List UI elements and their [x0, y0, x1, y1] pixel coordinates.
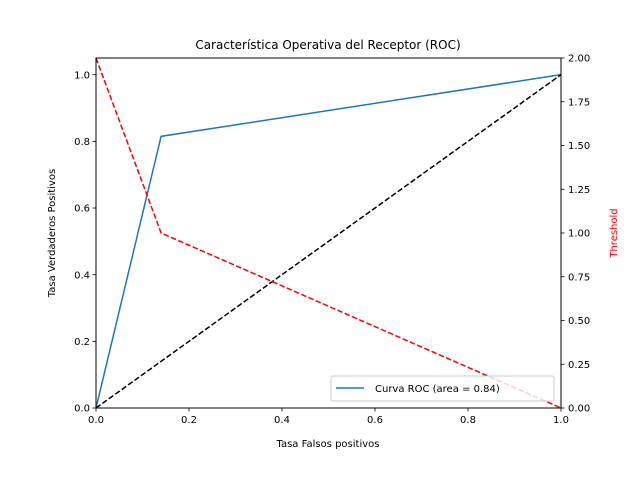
x-tick-label: 0.8 — [460, 415, 476, 426]
y-tick-label: 0.0 — [74, 404, 90, 415]
y-tick-label: 0.6 — [74, 204, 90, 215]
y-tick-label: 0.8 — [74, 137, 90, 148]
x-tick-label: 0.6 — [367, 415, 383, 426]
y2-tick-label: 0.25 — [568, 360, 590, 371]
y2-axis-ticks: 0.00 0.25 0.50 0.75 1.00 1.25 1.50 1.75 2.00 — [561, 54, 590, 415]
y2-tick-label: 2.00 — [568, 54, 590, 65]
y2-tick-label: 0.75 — [568, 272, 590, 283]
x-axis-title: Tasa Falsos positivos — [276, 439, 380, 450]
chart-title: Característica Operativa del Receptor (R… — [195, 38, 460, 52]
x-tick-label: 0.2 — [181, 415, 197, 426]
y-tick-label: 0.2 — [74, 337, 90, 348]
y2-tick-label: 0.00 — [568, 404, 590, 415]
y-tick-label: 0.4 — [74, 270, 90, 281]
y2-tick-label: 1.00 — [568, 229, 590, 240]
y2-tick-label: 1.75 — [568, 97, 590, 108]
diagonal-reference-line — [95, 74, 562, 409]
y-axis-ticks: 0.0 0.2 0.4 0.6 0.8 1.0 — [74, 70, 96, 415]
y-axis-title: Tasa Verdaderos Positivos — [47, 169, 58, 298]
y2-tick-label: 0.50 — [568, 316, 590, 327]
y2-tick-label: 1.50 — [568, 141, 590, 152]
legend-label-roc: Curva ROC (area = 0.84) — [375, 384, 500, 395]
x-axis-ticks: 0.0 0.2 0.4 0.6 0.8 1.0 — [88, 408, 569, 426]
roc-curve-line — [95, 73, 562, 409]
x-tick-label: 1.0 — [553, 415, 569, 426]
plot-series — [95, 57, 562, 409]
x-tick-label: 0.0 — [88, 415, 104, 426]
legend-box — [330, 375, 555, 402]
y2-tick-label: 1.25 — [568, 185, 590, 196]
x-tick-label: 0.4 — [274, 415, 290, 426]
legend: Curva ROC (area = 0.84) — [330, 375, 555, 402]
y2-axis-title: Threshold — [609, 208, 620, 258]
y-tick-label: 1.0 — [74, 70, 90, 81]
threshold-line — [95, 57, 562, 409]
